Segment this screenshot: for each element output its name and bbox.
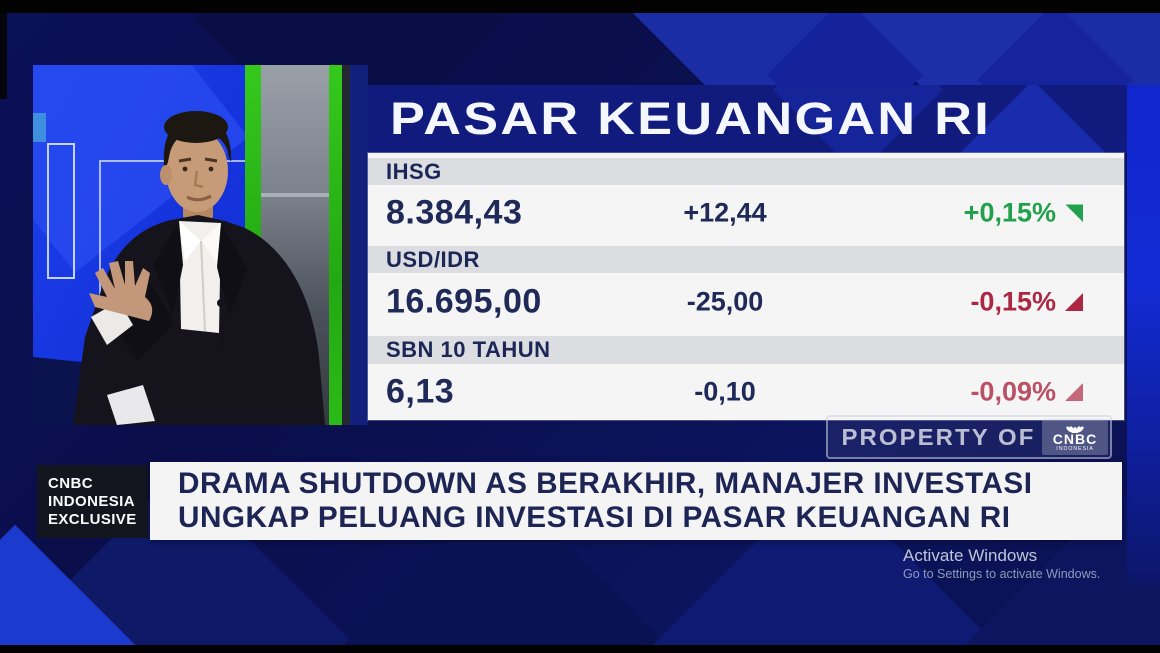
headline-line: UNGKAP PELUANG INVESTASI DI PASAR KEUANG…	[178, 501, 1011, 534]
studio-dark-column	[342, 65, 350, 425]
cnbc-logo-subtext: INDONESIA	[1056, 446, 1094, 452]
cnbc-logo-text: CNBC	[1052, 431, 1098, 447]
tag-line: INDONESIA	[48, 492, 135, 510]
letterbox-bottom	[0, 645, 1160, 653]
market-panel-header: PASAR KEUANGAN RI	[368, 85, 1127, 153]
property-text: PROPERTY OF	[841, 423, 1036, 450]
down-triangle-icon	[1065, 383, 1083, 401]
row-label-usdidr: USD/IDR	[368, 246, 1124, 273]
studio-wall-frame	[47, 143, 75, 279]
windows-activation-watermark: Activate Windows Go to Settings to activ…	[760, 546, 1118, 582]
cnbc-peacock-icon	[1066, 426, 1084, 433]
headline-banner: DRAMA SHUTDOWN AS BERAKHIR, MANAJER INVE…	[150, 462, 1122, 540]
percent-value: -0,15%	[970, 286, 1056, 317]
row-values-usdidr: 16.695,00 -25,00 -0,15%	[368, 273, 1124, 331]
market-table: IHSG 8.384,43 +12,44 +0,15% USD/IDR 16.6…	[368, 153, 1124, 420]
instrument-name: SBN 10 TAHUN	[386, 337, 551, 362]
last-price: 6,13	[386, 372, 455, 411]
row-values-ihsg: 8.384,43 +12,44 +0,15%	[368, 185, 1124, 241]
exclusive-tag: CNBC INDONESIA EXCLUSIVE	[37, 465, 148, 538]
percent-change: -0,09%	[970, 377, 1083, 408]
percent-value: +0,15%	[963, 197, 1056, 228]
studio-shot	[33, 65, 368, 425]
last-price: 8.384,43	[386, 193, 523, 232]
tag-line: CNBC	[48, 474, 93, 492]
tag-line: EXCLUSIVE	[48, 510, 137, 528]
studio-navy-column	[350, 65, 368, 425]
row-label-sbn: SBN 10 TAHUN	[368, 336, 1124, 364]
activate-windows-subtext: Go to Settings to activate Windows.	[903, 567, 1101, 581]
instrument-name: USD/IDR	[386, 246, 480, 272]
row-label-ihsg: IHSG	[368, 158, 1124, 185]
price-change: -25,00	[686, 286, 764, 317]
down-triangle-icon	[1065, 293, 1083, 311]
price-change: +12,44	[683, 197, 767, 228]
cnbc-logo: CNBC INDONESIA	[1042, 419, 1108, 455]
letterbox-left	[0, 13, 7, 99]
studio-wall-chip	[33, 113, 46, 142]
percent-change: +0,15%	[964, 198, 1083, 229]
row-values-sbn: 6,13 -0,10 -0,09%	[368, 364, 1124, 420]
last-price: 16.695,00	[386, 282, 542, 321]
headline-line: DRAMA SHUTDOWN AS BERAKHIR, MANAJER INVE…	[178, 467, 1033, 500]
activate-windows-text: Activate Windows	[903, 546, 1038, 565]
studio-green-light	[329, 65, 342, 425]
market-panel-title: PASAR KEUANGAN RI	[390, 93, 992, 144]
speaker-guest	[33, 111, 325, 425]
letterbox-top	[0, 0, 1160, 13]
up-triangle-icon	[1065, 204, 1083, 222]
percent-change: -0,15%	[970, 287, 1083, 318]
instrument-name: IHSG	[386, 158, 442, 184]
property-watermark: PROPERTY OF CNBC INDONESIA	[826, 415, 1112, 459]
percent-value: -0,09%	[970, 376, 1056, 407]
price-change: -0,10	[694, 376, 756, 407]
backdrop-right-strip	[1127, 85, 1160, 585]
panel-seam	[261, 193, 329, 197]
